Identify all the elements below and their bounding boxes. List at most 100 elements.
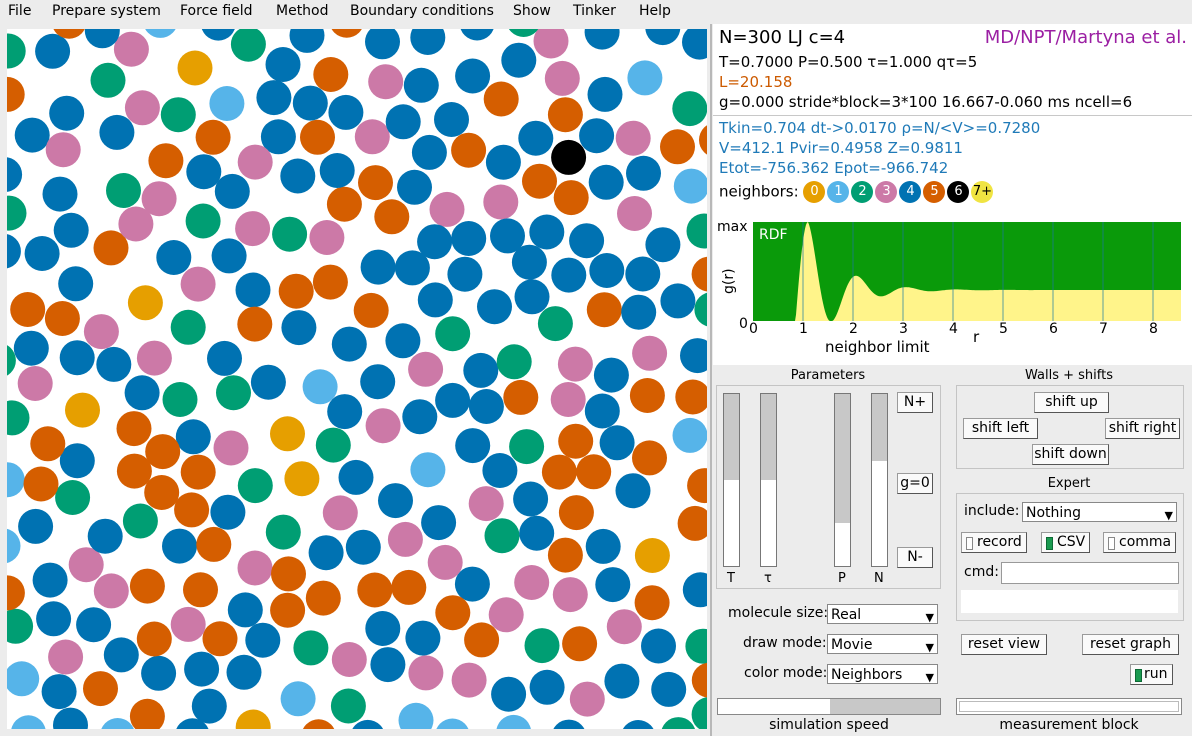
reset-graph-button[interactable]: reset graph <box>1082 634 1179 655</box>
measurement-block-bar[interactable] <box>956 698 1182 715</box>
menu-method[interactable]: Method <box>276 3 329 19</box>
molecule <box>391 569 427 605</box>
menu-tinker[interactable]: Tinker <box>573 3 616 19</box>
include-select[interactable]: Nothing ▼ <box>1022 502 1177 522</box>
molecule <box>680 338 707 374</box>
molecule <box>32 562 68 598</box>
color-mode-value: Neighbors <box>831 667 903 683</box>
run-label: run <box>1144 666 1168 682</box>
molecule <box>7 234 21 269</box>
slider-p[interactable] <box>834 393 851 567</box>
molecule <box>136 621 172 657</box>
shift-left-button[interactable]: shift left <box>963 418 1038 439</box>
parameters-panel <box>716 385 941 589</box>
molecule <box>685 628 707 664</box>
n-minus-button[interactable]: N- <box>897 547 933 568</box>
menu-help[interactable]: Help <box>639 3 671 19</box>
molecule <box>113 31 149 67</box>
simulation-speed-label: simulation speed <box>769 717 889 733</box>
molecule <box>435 316 471 352</box>
molecule <box>7 345 16 376</box>
molecule <box>508 29 539 37</box>
molecule <box>103 637 139 673</box>
molecule <box>7 462 25 498</box>
molecule <box>331 326 367 362</box>
molecule <box>490 218 525 254</box>
rdf-x-tick-3: 3 <box>899 321 908 337</box>
molecule <box>36 601 72 637</box>
neighbor-chip-5: 5 <box>923 181 946 203</box>
molecule <box>59 340 95 376</box>
slider-tau-fill <box>761 394 776 480</box>
molecule <box>370 647 406 683</box>
box-length: L=20.158 <box>719 73 793 91</box>
molecule <box>661 717 695 729</box>
molecule <box>482 453 518 488</box>
molecule-size-select[interactable]: Real ▼ <box>827 604 938 624</box>
shift-right-button[interactable]: shift right <box>1105 418 1180 439</box>
molecule <box>484 518 520 554</box>
molecule-view[interactable] <box>7 29 707 729</box>
molecule <box>460 29 494 41</box>
molecule <box>645 227 681 263</box>
molecule <box>7 157 23 192</box>
run-checkbox[interactable]: run <box>1130 664 1173 685</box>
molecule <box>330 688 366 724</box>
simulation-canvas[interactable] <box>7 29 707 729</box>
molecule <box>308 535 344 571</box>
molecule <box>7 400 30 436</box>
molecule <box>162 528 197 564</box>
molecule <box>496 714 531 729</box>
molecule <box>436 718 469 729</box>
info-panel: N=300 LJ c=4 MD/NPT/Martyna et al. T=0.7… <box>713 24 1192 365</box>
molecule <box>45 132 81 168</box>
molecule <box>207 340 242 376</box>
molecule <box>250 364 286 400</box>
menu-prepare-system[interactable]: Prepare system <box>52 3 161 19</box>
molecule <box>41 674 77 710</box>
molecule <box>625 256 661 292</box>
menu-boundary-conditions[interactable]: Boundary conditions <box>350 3 494 19</box>
slider-p-label: P <box>838 571 846 586</box>
molecule <box>265 47 301 82</box>
molecule <box>360 364 396 400</box>
simulation-speed-slider[interactable] <box>717 698 941 715</box>
csv-checkbox[interactable]: CSV <box>1041 532 1091 553</box>
shift-up-button[interactable]: shift up <box>1034 392 1109 413</box>
molecule <box>101 718 134 729</box>
molecule <box>13 330 49 366</box>
comma-checkbox[interactable]: comma <box>1103 532 1177 553</box>
molecule <box>226 654 262 690</box>
color-mode-select[interactable]: Neighbors ▼ <box>827 664 938 684</box>
molecule <box>170 606 206 642</box>
molecule <box>533 29 569 59</box>
walls-panel <box>956 385 1184 469</box>
slider-t[interactable] <box>723 393 740 567</box>
record-checkbox[interactable]: record <box>961 532 1027 553</box>
menu-show[interactable]: Show <box>513 3 551 19</box>
molecule <box>272 216 308 252</box>
measurement-block-label: measurement block <box>999 717 1139 733</box>
slider-tau[interactable] <box>760 393 777 567</box>
molecule <box>148 143 184 179</box>
slider-n[interactable] <box>871 393 888 567</box>
molecule <box>411 134 447 170</box>
molecule <box>451 221 487 256</box>
draw-mode-select[interactable]: Movie ▼ <box>827 634 938 654</box>
molecule <box>588 164 624 200</box>
molecule <box>645 29 681 46</box>
cmd-input[interactable] <box>1001 562 1179 584</box>
molecule <box>587 76 623 112</box>
menu-force-field[interactable]: Force field <box>180 3 253 19</box>
molecule <box>162 382 198 417</box>
molecule <box>195 119 231 155</box>
menu-file[interactable]: File <box>8 3 32 19</box>
molecule <box>289 29 325 53</box>
molecule <box>44 301 80 336</box>
shift-down-button[interactable]: shift down <box>1032 444 1109 465</box>
molecule <box>124 375 160 411</box>
g-zero-button[interactable]: g=0 <box>897 473 933 494</box>
reset-view-button[interactable]: reset view <box>961 634 1047 655</box>
molecule <box>682 572 707 608</box>
n-plus-button[interactable]: N+ <box>897 392 933 413</box>
